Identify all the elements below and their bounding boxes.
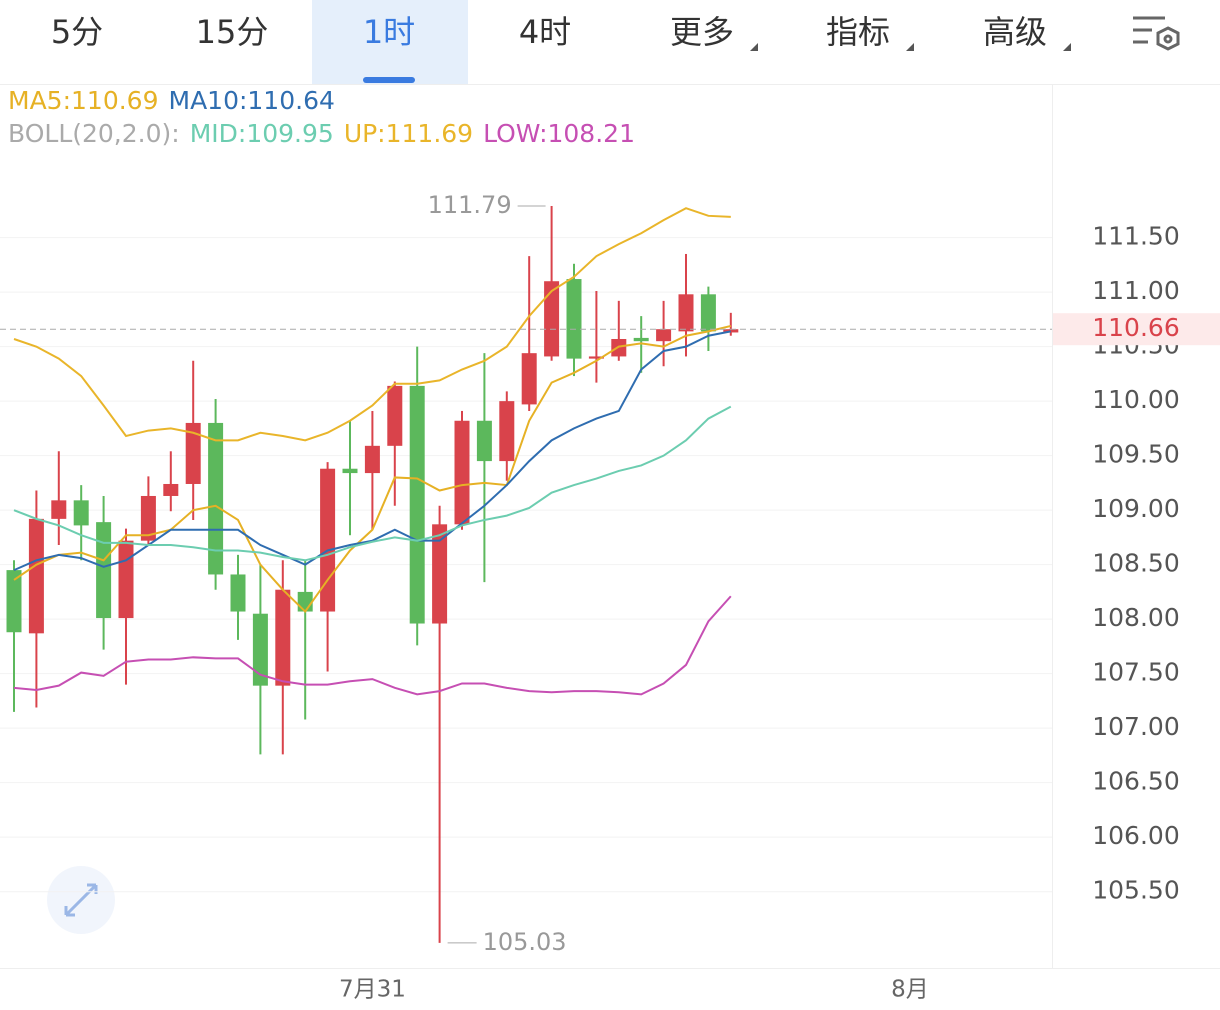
candle-body xyxy=(364,445,380,474)
x-tick-label: 8月 xyxy=(891,977,929,1003)
legend-name: LOW: xyxy=(483,119,548,148)
high-label: 111.79 xyxy=(428,191,512,219)
tab[interactable]: 4时 xyxy=(519,13,571,51)
legend-name: MA10: xyxy=(168,86,248,115)
active-tab-bg xyxy=(312,0,468,84)
candle-body xyxy=(544,281,560,357)
candle-body xyxy=(275,589,291,686)
active-tab-indicator xyxy=(363,77,415,83)
legend-name: MID: xyxy=(189,119,247,148)
candle-body xyxy=(409,385,425,624)
candle-body xyxy=(252,613,268,686)
y-tick-label: 111.50 xyxy=(1092,222,1179,251)
candle-body xyxy=(521,353,537,405)
candle-body xyxy=(185,422,201,484)
candle-body xyxy=(6,570,22,633)
candle-body xyxy=(297,591,313,612)
indicator-line xyxy=(13,405,732,562)
y-tick-label: 108.50 xyxy=(1092,549,1179,578)
x-tick-label: 7月31 xyxy=(339,977,406,1003)
dropdown-caret xyxy=(1063,43,1071,51)
candle-body xyxy=(588,356,604,359)
indicator-name: BOLL(20,2.0): xyxy=(8,119,180,148)
tab[interactable]: 高级 xyxy=(983,13,1047,51)
y-tick-label: 107.00 xyxy=(1092,712,1179,741)
expand-button[interactable] xyxy=(47,866,115,934)
y-tick-label: 108.00 xyxy=(1092,603,1179,632)
price-label: 110.66 xyxy=(1092,313,1179,342)
tab[interactable]: 5分 xyxy=(51,13,103,51)
tab[interactable]: 指标 xyxy=(826,13,890,51)
y-tick-label: 106.00 xyxy=(1092,821,1179,850)
candle-body xyxy=(96,522,112,619)
indicator-line xyxy=(13,207,731,442)
candle-body xyxy=(499,401,515,462)
y-tick-label: 106.50 xyxy=(1092,767,1179,796)
legend-value: 109.95 xyxy=(246,119,334,148)
tab[interactable]: 更多 xyxy=(670,13,734,51)
candle-body xyxy=(633,337,649,342)
low-label: 105.03 xyxy=(483,928,567,956)
candle-body xyxy=(51,500,67,519)
candle-body xyxy=(163,483,179,496)
legend-value: 111.69 xyxy=(385,119,474,148)
legend-value: 110.69 xyxy=(71,86,159,115)
y-tick-label: 110.00 xyxy=(1092,385,1179,414)
indicator-line xyxy=(13,595,732,696)
indicator-line xyxy=(13,324,732,614)
candle-body xyxy=(454,420,470,525)
legend-value: 110.64 xyxy=(247,86,335,115)
price-label-bg xyxy=(1053,313,1220,346)
tab[interactable]: 15分 xyxy=(196,13,269,51)
legend-name: MA5: xyxy=(8,86,72,115)
candle-body xyxy=(476,420,492,462)
indicator-row: BOLL(20,2.0): MID:109.95 UP:111.69 LOW:108.… xyxy=(8,119,645,148)
y-tick-label: 109.00 xyxy=(1092,494,1179,523)
candle-body xyxy=(432,524,448,624)
dropdown-caret xyxy=(906,43,914,51)
y-tick-label: 105.50 xyxy=(1092,876,1179,905)
candle-body xyxy=(678,294,694,332)
y-tick-label: 109.50 xyxy=(1092,440,1179,469)
candle-body xyxy=(230,574,246,612)
indicator-line xyxy=(13,330,731,572)
candle-body xyxy=(320,468,336,612)
legend-name: UP: xyxy=(343,119,386,148)
dropdown-caret xyxy=(750,43,758,51)
candle-body xyxy=(73,500,89,526)
candle-body xyxy=(140,495,156,541)
indicator-row: MA5:110.69 MA10:110.64 xyxy=(8,86,345,115)
candle-body xyxy=(118,540,134,619)
y-tick-label: 107.50 xyxy=(1092,658,1179,687)
settings-icon[interactable] xyxy=(1133,16,1180,51)
tab[interactable]: 1时 xyxy=(363,13,415,51)
candle-body xyxy=(28,518,44,634)
y-tick-label: 111.00 xyxy=(1092,276,1179,305)
legend-value: 108.21 xyxy=(547,119,635,148)
candle-body xyxy=(387,385,403,446)
candle-body xyxy=(566,279,582,359)
candle-body xyxy=(656,329,672,342)
candle-body xyxy=(342,468,358,474)
candle-body xyxy=(700,294,716,332)
candle-body xyxy=(723,329,739,333)
candle-body xyxy=(208,422,224,575)
